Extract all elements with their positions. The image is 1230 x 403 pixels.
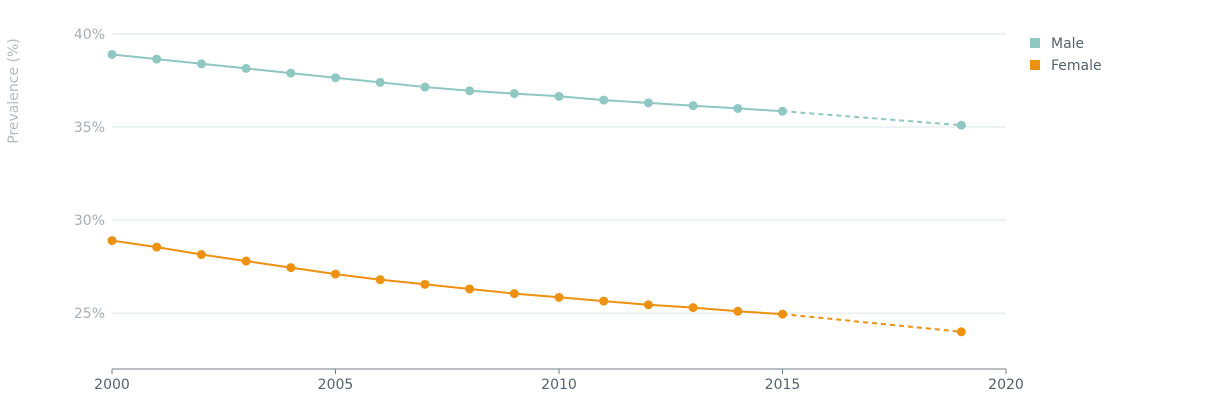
legend-swatch <box>1030 60 1040 70</box>
x-tick-label: 2000 <box>94 377 130 393</box>
male-data-point <box>599 95 609 105</box>
male-data-point <box>375 77 385 87</box>
y-axis-ticks: 25% 30% 35% 40% <box>74 27 105 322</box>
male-data-point <box>107 49 117 59</box>
series-lines <box>111 53 962 333</box>
legend-item-female: Female <box>1030 58 1102 74</box>
legend-item-male: Male <box>1030 36 1084 52</box>
legend-label: Male <box>1051 36 1084 52</box>
female-data-point <box>599 296 609 306</box>
female-data-point <box>331 269 340 279</box>
female-data-point <box>554 292 564 302</box>
female-data-point <box>733 306 743 316</box>
legend: Male Female <box>1030 36 1102 74</box>
female-data-point <box>107 236 117 246</box>
female-data-point <box>465 284 475 294</box>
male-data-point <box>241 63 251 73</box>
female-data-point <box>643 300 653 310</box>
gridlines <box>112 33 1006 314</box>
female-data-point <box>778 309 787 319</box>
female-data-point <box>688 303 698 313</box>
male-data-point <box>688 101 698 111</box>
male-data-point <box>420 82 430 92</box>
x-tick-label: 2020 <box>988 377 1024 393</box>
female-data-point <box>152 242 162 252</box>
female-data-point <box>196 250 206 260</box>
y-tick-label: 35% <box>74 120 105 136</box>
x-tick-label: 2005 <box>318 377 354 393</box>
series-points <box>107 49 966 337</box>
male-projection-line <box>782 110 962 127</box>
female-data-point <box>956 327 966 337</box>
male-data-point <box>286 68 296 78</box>
female-data-point <box>509 289 519 299</box>
male-data-point <box>643 98 653 108</box>
male-data-point <box>956 120 966 130</box>
y-tick-label: 25% <box>74 306 105 322</box>
female-data-point <box>375 275 385 285</box>
female-projection-line <box>782 313 962 333</box>
y-axis-label: Prevalence (%) <box>6 38 22 144</box>
male-data-point <box>554 91 564 101</box>
male-data-point <box>778 106 787 116</box>
male-data-point <box>733 103 743 113</box>
male-data-point <box>196 59 206 69</box>
x-tick-label: 2015 <box>765 377 801 393</box>
male-data-point <box>509 89 519 99</box>
y-tick-label: 30% <box>74 213 105 229</box>
legend-swatch <box>1030 38 1040 48</box>
female-data-point <box>420 279 430 289</box>
male-data-point <box>152 54 162 64</box>
y-tick-label: 40% <box>74 27 105 43</box>
x-tick-label: 2010 <box>541 377 577 393</box>
male-data-point <box>331 73 340 83</box>
male-series-line <box>111 53 783 113</box>
x-axis: 2000 2005 2010 2015 2020 <box>94 368 1024 393</box>
female-series-line <box>111 239 783 316</box>
female-data-point <box>241 256 251 266</box>
legend-label: Female <box>1051 58 1102 74</box>
male-data-point <box>465 86 475 96</box>
female-data-point <box>286 263 296 273</box>
